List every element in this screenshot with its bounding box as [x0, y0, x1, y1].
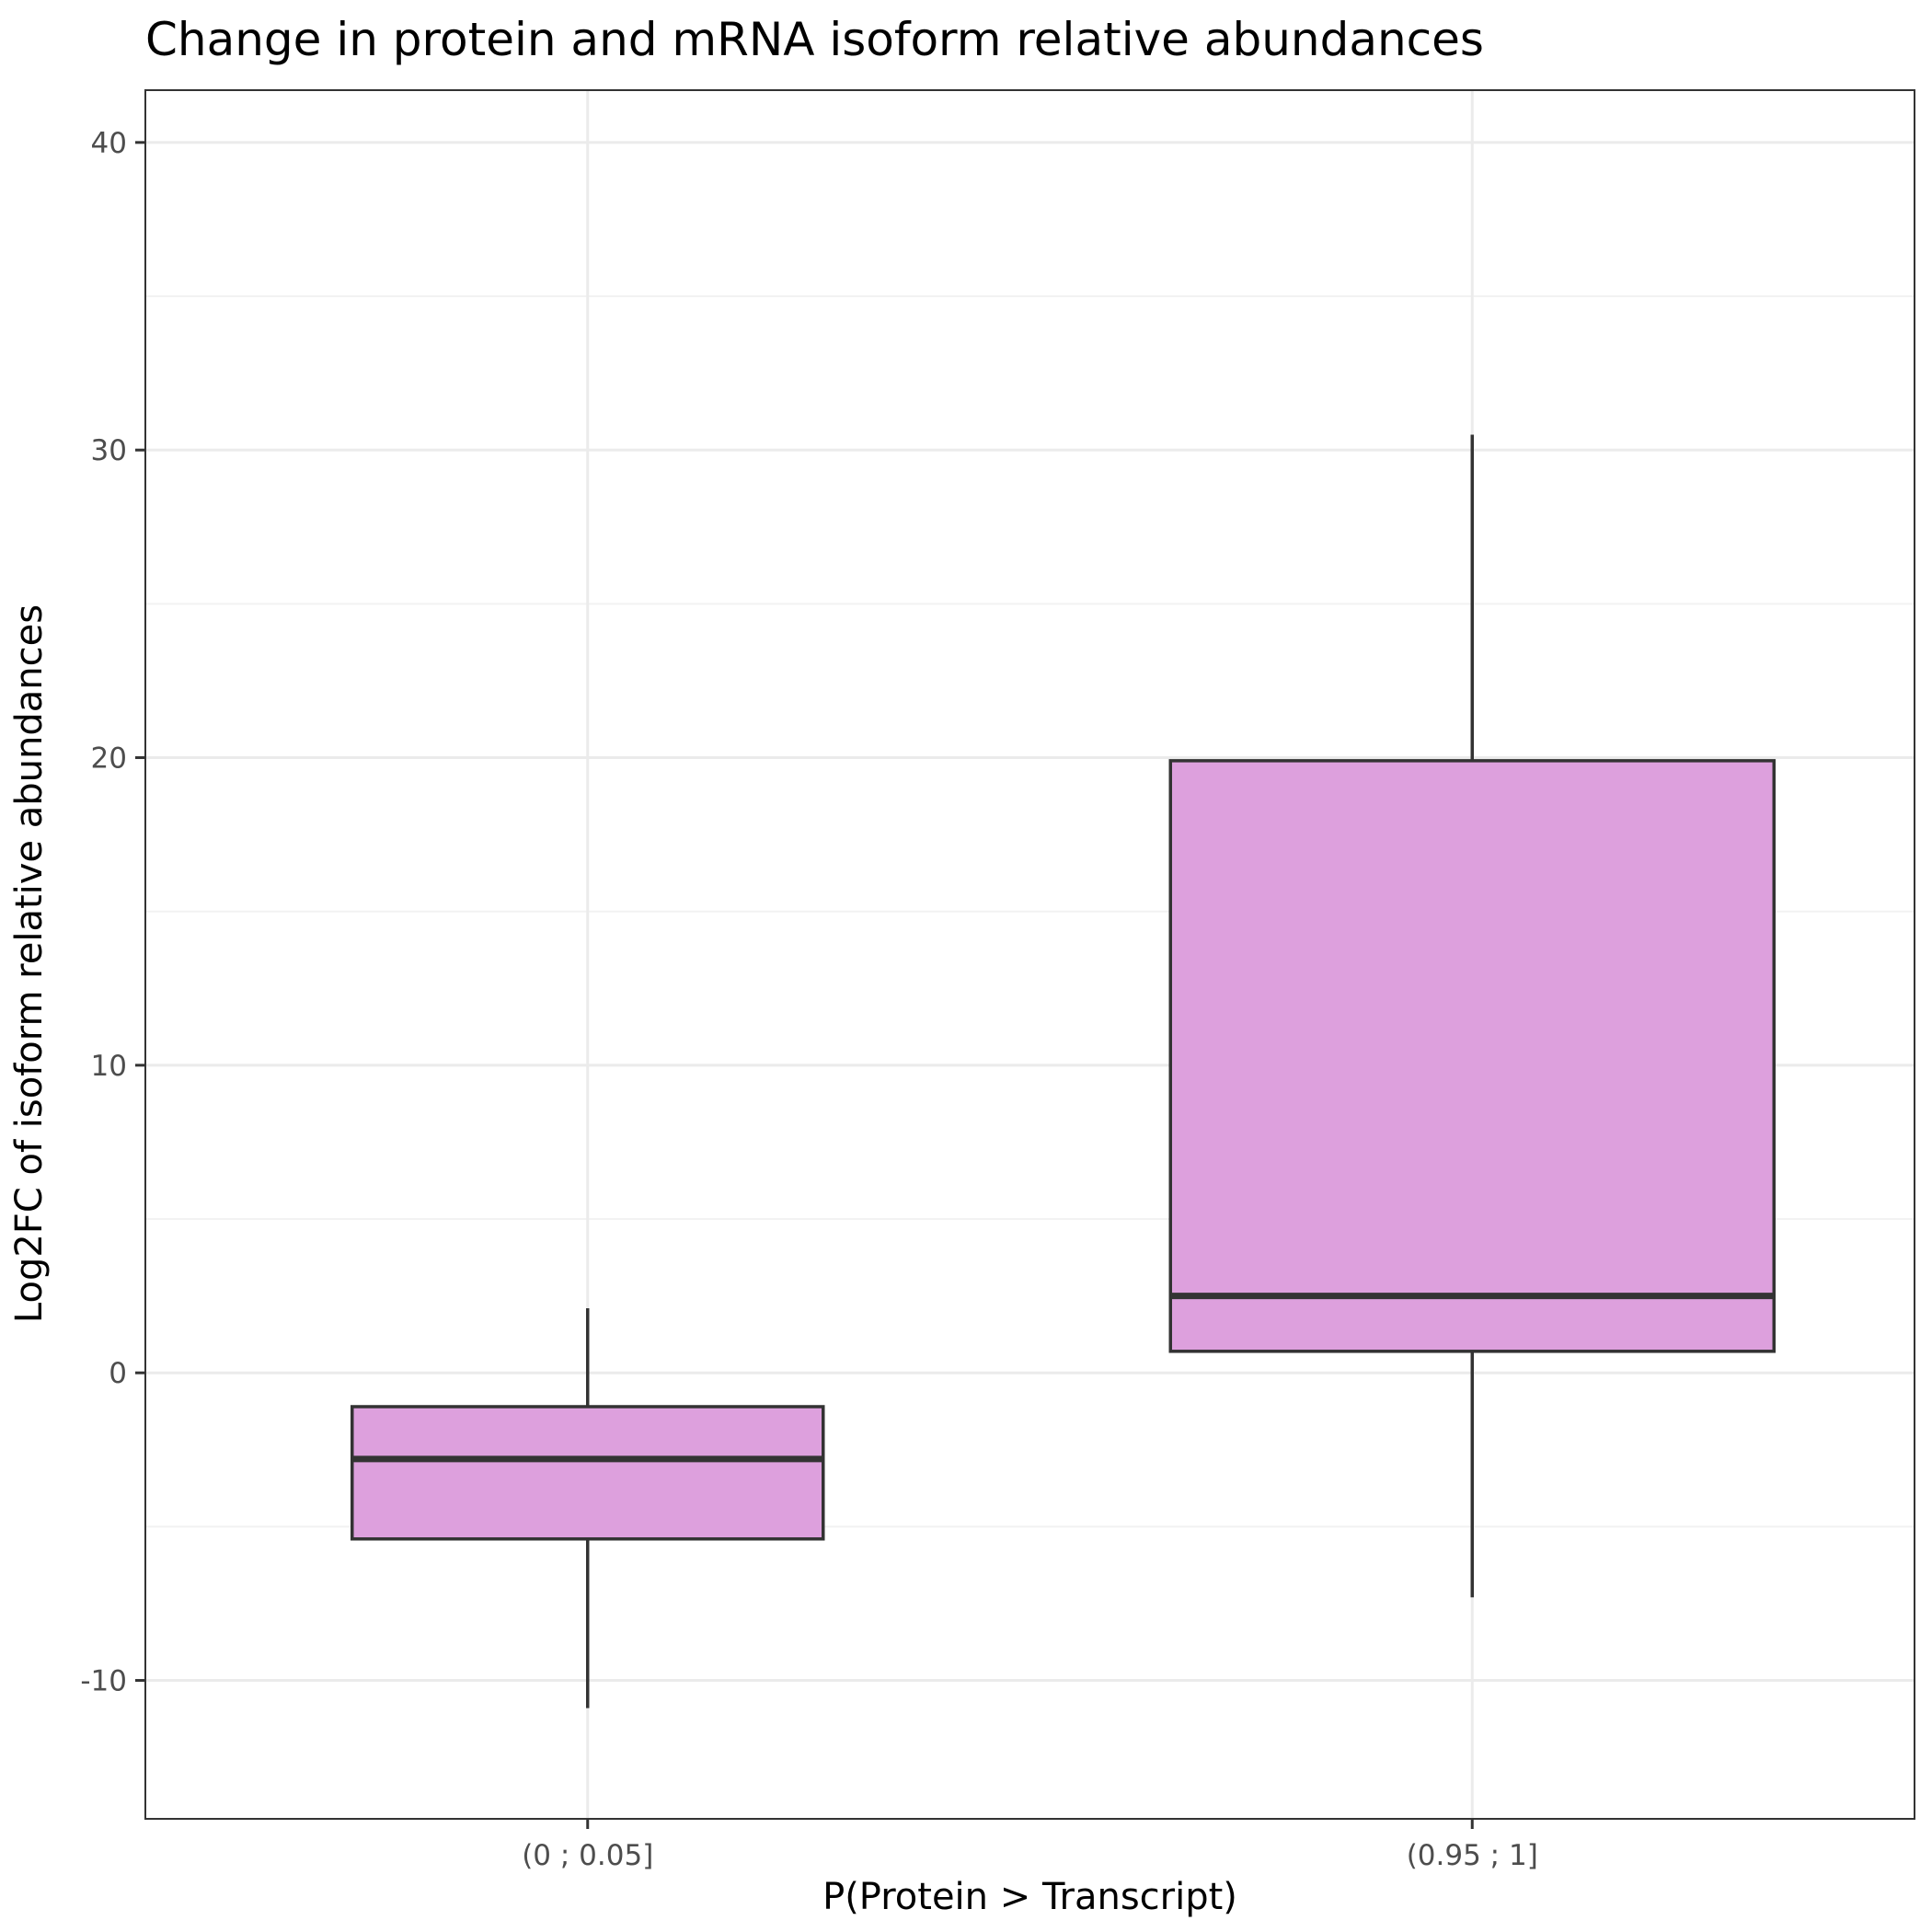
- y-tick-label: 40: [91, 127, 127, 160]
- y-tick-label: -10: [80, 1665, 127, 1698]
- y-axis-title: Log2FC of isoform relative abundances: [8, 604, 51, 1323]
- x-tick-label: (0 ; 0.05]: [522, 1839, 653, 1872]
- box-iqr: [351, 1405, 825, 1541]
- y-tick-label: 20: [91, 742, 127, 776]
- box-group: [351, 1307, 825, 1708]
- y-tick-label: 30: [91, 434, 127, 467]
- grid-lines: [145, 90, 1915, 1819]
- y-tick-label: 10: [91, 1050, 127, 1083]
- box-series: [351, 434, 1776, 1708]
- box-group: [1168, 434, 1776, 1598]
- y-tick-label: 0: [109, 1357, 127, 1390]
- panel-border: [144, 89, 1915, 1820]
- x-axis-title: P(Protein > Transcript): [822, 1876, 1237, 1918]
- box-iqr: [1168, 759, 1776, 1353]
- x-tick-label: (0.95 ; 1]: [1407, 1839, 1538, 1872]
- chart-title: Change in protein and mRNA isoform relat…: [145, 13, 1484, 66]
- axes: -10 0 10 20 30 40 (0 ; 0.05] (0.95 ; 1]: [80, 127, 1537, 1872]
